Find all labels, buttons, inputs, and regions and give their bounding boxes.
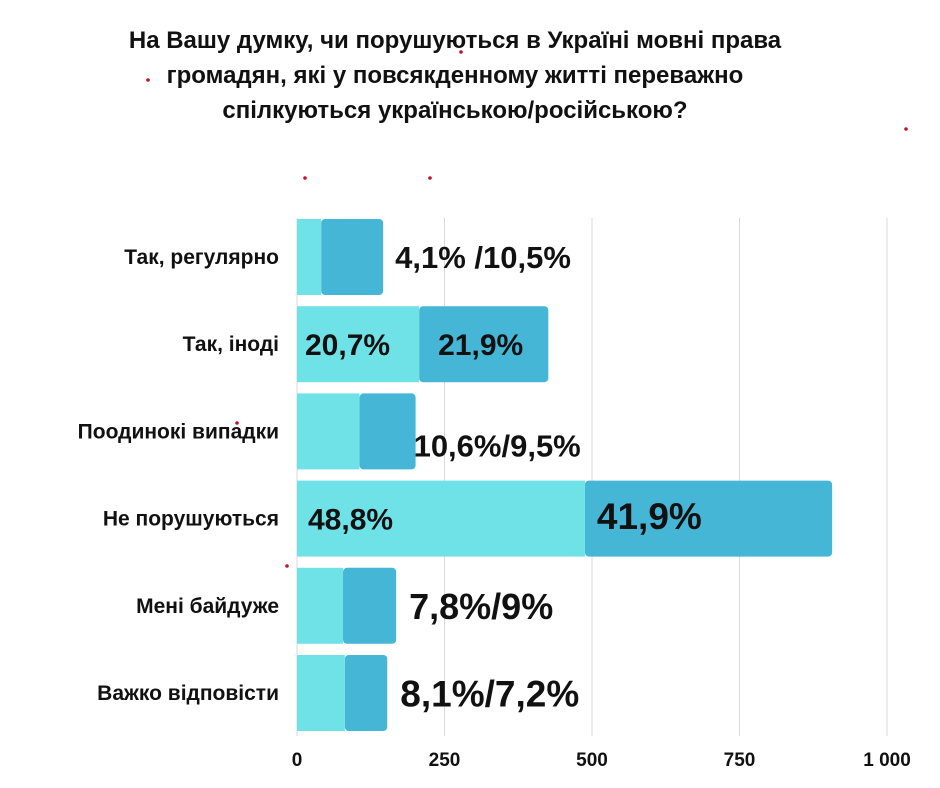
x-tick-label: 750	[724, 750, 756, 771]
category-label: Так, іноді	[183, 333, 279, 356]
chart-title: На Вашу думку, чи порушуються в Україні …	[129, 27, 782, 124]
decorative-speck	[459, 50, 463, 54]
data-label: 8,1%/7,2%	[400, 673, 579, 714]
bar-segment-series-2	[321, 219, 384, 295]
category-label: Так, регулярно	[124, 246, 279, 269]
decorative-speck	[303, 176, 307, 180]
chart-title-line-1: На Вашу думку, чи порушуються в Україні …	[129, 27, 782, 54]
category-label: Поодинокі випадки	[78, 420, 279, 443]
x-tick-label: 1 000	[863, 750, 911, 771]
bar-segment-series-1	[297, 306, 420, 383]
data-label: 41,9%	[597, 496, 702, 537]
decorative-speck	[285, 564, 289, 568]
bar-segment-series-2	[419, 306, 549, 383]
data-label: 20,7%	[305, 329, 390, 362]
bar-segment-series-1	[297, 393, 360, 470]
data-label: 7,8%/9%	[409, 586, 553, 627]
x-tick-label: 250	[429, 750, 461, 771]
data-label: 48,8%	[308, 503, 393, 536]
category-label: Не порушуються	[103, 508, 279, 531]
x-tick-label: 500	[576, 750, 608, 771]
category-label: Важко відповісти	[97, 682, 279, 705]
data-labels: 4,1% /10,5% 20,7% 21,9% 10,6%/9,5% 48,8% 41,9…	[305, 240, 702, 714]
category-label: Мені байдуже	[136, 595, 279, 618]
bar-segment-series-1	[297, 655, 345, 731]
bars	[297, 219, 833, 731]
decorative-speck	[904, 127, 908, 131]
bar-segment-series-1	[297, 480, 585, 557]
x-tick-label: 0	[292, 750, 303, 771]
data-label: 21,9%	[438, 329, 523, 362]
bar-segment-series-2	[584, 480, 833, 557]
chart-title-line-2: громадян, які у повсякденному житті пере…	[167, 62, 744, 89]
category-labels: Так, регулярно Так, іноді Поодинокі випадк…	[78, 246, 279, 705]
decorative-speck	[146, 78, 150, 82]
grid-lines	[296, 218, 888, 736]
bar-segment-series-2	[343, 567, 397, 644]
decorative-speck	[235, 421, 239, 425]
bar-segment-series-1	[297, 567, 344, 644]
x-tick-labels: 0 250 500 750 1 000	[292, 750, 911, 771]
bar-segment-series-2	[344, 655, 388, 731]
chart-title-line-3: спілкуються українською/російською?	[222, 97, 687, 124]
decorative-specks	[146, 50, 908, 568]
data-label: 10,6%/9,5%	[414, 429, 581, 464]
bar-segment-series-2	[359, 393, 416, 470]
data-label: 4,1% /10,5%	[395, 240, 571, 275]
bar-segment-series-1	[297, 219, 322, 295]
decorative-speck	[428, 176, 432, 180]
